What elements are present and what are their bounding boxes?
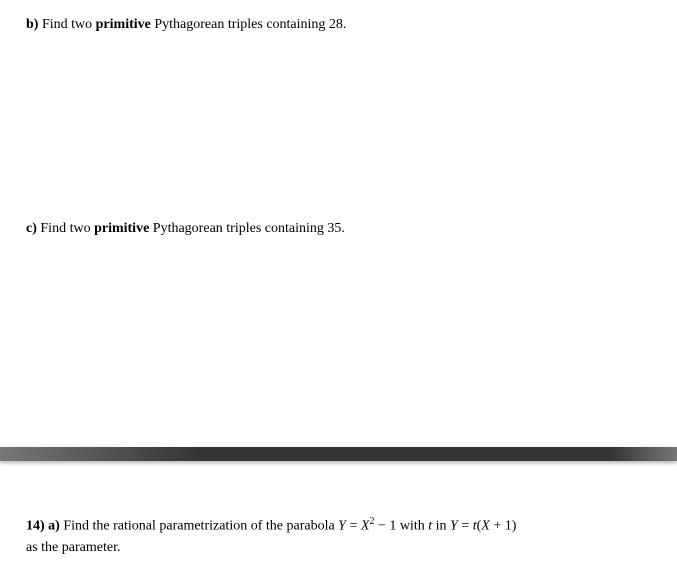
in-txt: in xyxy=(432,519,450,534)
problem-c-emphasis: primitive xyxy=(94,221,149,236)
problem-b-emphasis: primitive xyxy=(96,17,151,32)
problem-c-prefix: Find two xyxy=(37,221,94,236)
problem-c-label: c) xyxy=(26,221,37,236)
problem-b-label: b) xyxy=(26,17,38,32)
problem-b: b) Find two primitive Pythagorean triple… xyxy=(26,14,346,35)
plus: + 1) xyxy=(490,519,517,534)
problem-14-label: 14) a) xyxy=(26,519,60,534)
problem-14-line2: as the parameter. xyxy=(26,540,120,555)
problem-c-suffix: Pythagorean triples containing 35. xyxy=(149,221,345,236)
var-X2: X xyxy=(481,519,490,534)
eq2: = xyxy=(458,519,473,534)
problem-b-prefix: Find two xyxy=(38,17,95,32)
problem-14-prefix: Find the rational parametrization of the… xyxy=(60,519,338,534)
page-divider xyxy=(0,447,677,461)
problem-14: 14) a) Find the rational parametrization… xyxy=(26,514,646,558)
minus: − 1 with xyxy=(374,519,428,534)
problem-c: c) Find two primitive Pythagorean triple… xyxy=(26,218,345,239)
var-Y1: Y xyxy=(338,519,346,534)
problem-b-suffix: Pythagorean triples containing 28. xyxy=(151,17,347,32)
var-Y2: Y xyxy=(450,519,458,534)
eq1: = xyxy=(346,519,361,534)
